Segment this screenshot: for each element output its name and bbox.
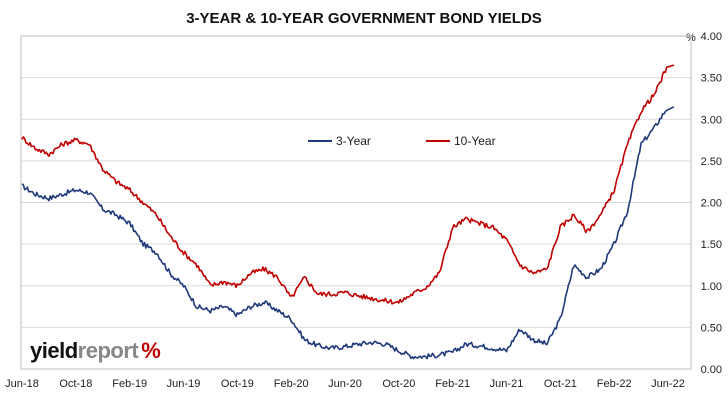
logo-text-report: report: [77, 338, 139, 363]
y-axis: 0.00 0.50 1.00 1.50 2.00 2.50 3.00 3.50 4.00: [701, 31, 722, 376]
y-tick-label: 3.00: [701, 114, 722, 126]
x-tick-label: Jun-21: [490, 378, 524, 390]
yieldreport-logo: yieldreport%: [30, 338, 161, 364]
x-tick-label: Oct-18: [59, 378, 92, 390]
series-lines: [21, 64, 675, 360]
y-tick-label: 4.00: [701, 31, 722, 43]
y-tick-label: 0.50: [701, 322, 722, 334]
series-line-10-year: [21, 64, 675, 305]
logo-text-yield: yield: [30, 338, 78, 363]
y-tick-label: 3.50: [701, 73, 722, 85]
plot-area: [20, 35, 692, 370]
logo-percent-icon: %: [141, 338, 161, 363]
x-tick-label: Jun-18: [5, 378, 39, 390]
legend-label: 3-Year: [336, 134, 371, 148]
x-tick-label: Oct-19: [221, 378, 254, 390]
series-line-3-year: [21, 106, 675, 360]
x-tick-label: Oct-21: [544, 378, 577, 390]
x-tick-label: Feb-20: [274, 378, 309, 390]
legend-label: 10-Year: [454, 134, 496, 148]
chart-title: 3-YEAR & 10-YEAR GOVERNMENT BOND YIELDS: [186, 10, 542, 27]
y-tick-label: 1.00: [701, 281, 722, 293]
x-axis: Jun-18 Oct-18 Feb-19 Jun-19 Oct-19 Feb-20 Jun-…: [5, 378, 685, 390]
x-tick-label: Feb-22: [597, 378, 632, 390]
y-tick-label: 2.50: [701, 156, 722, 168]
legend: 3-Year 10-Year: [308, 134, 496, 148]
y-tick-label: 0.00: [701, 364, 722, 376]
y-tick-label: 2.00: [701, 198, 722, 210]
x-tick-label: Oct-20: [382, 378, 415, 390]
y-tick-label: 1.50: [701, 239, 722, 251]
gridlines: [21, 35, 691, 370]
x-tick-label: Jun-20: [328, 378, 362, 390]
x-tick-label: Feb-21: [435, 378, 470, 390]
x-tick-label: Jun-22: [651, 378, 685, 390]
x-tick-label: Jun-19: [167, 378, 201, 390]
x-tick-label: Feb-19: [112, 378, 147, 390]
